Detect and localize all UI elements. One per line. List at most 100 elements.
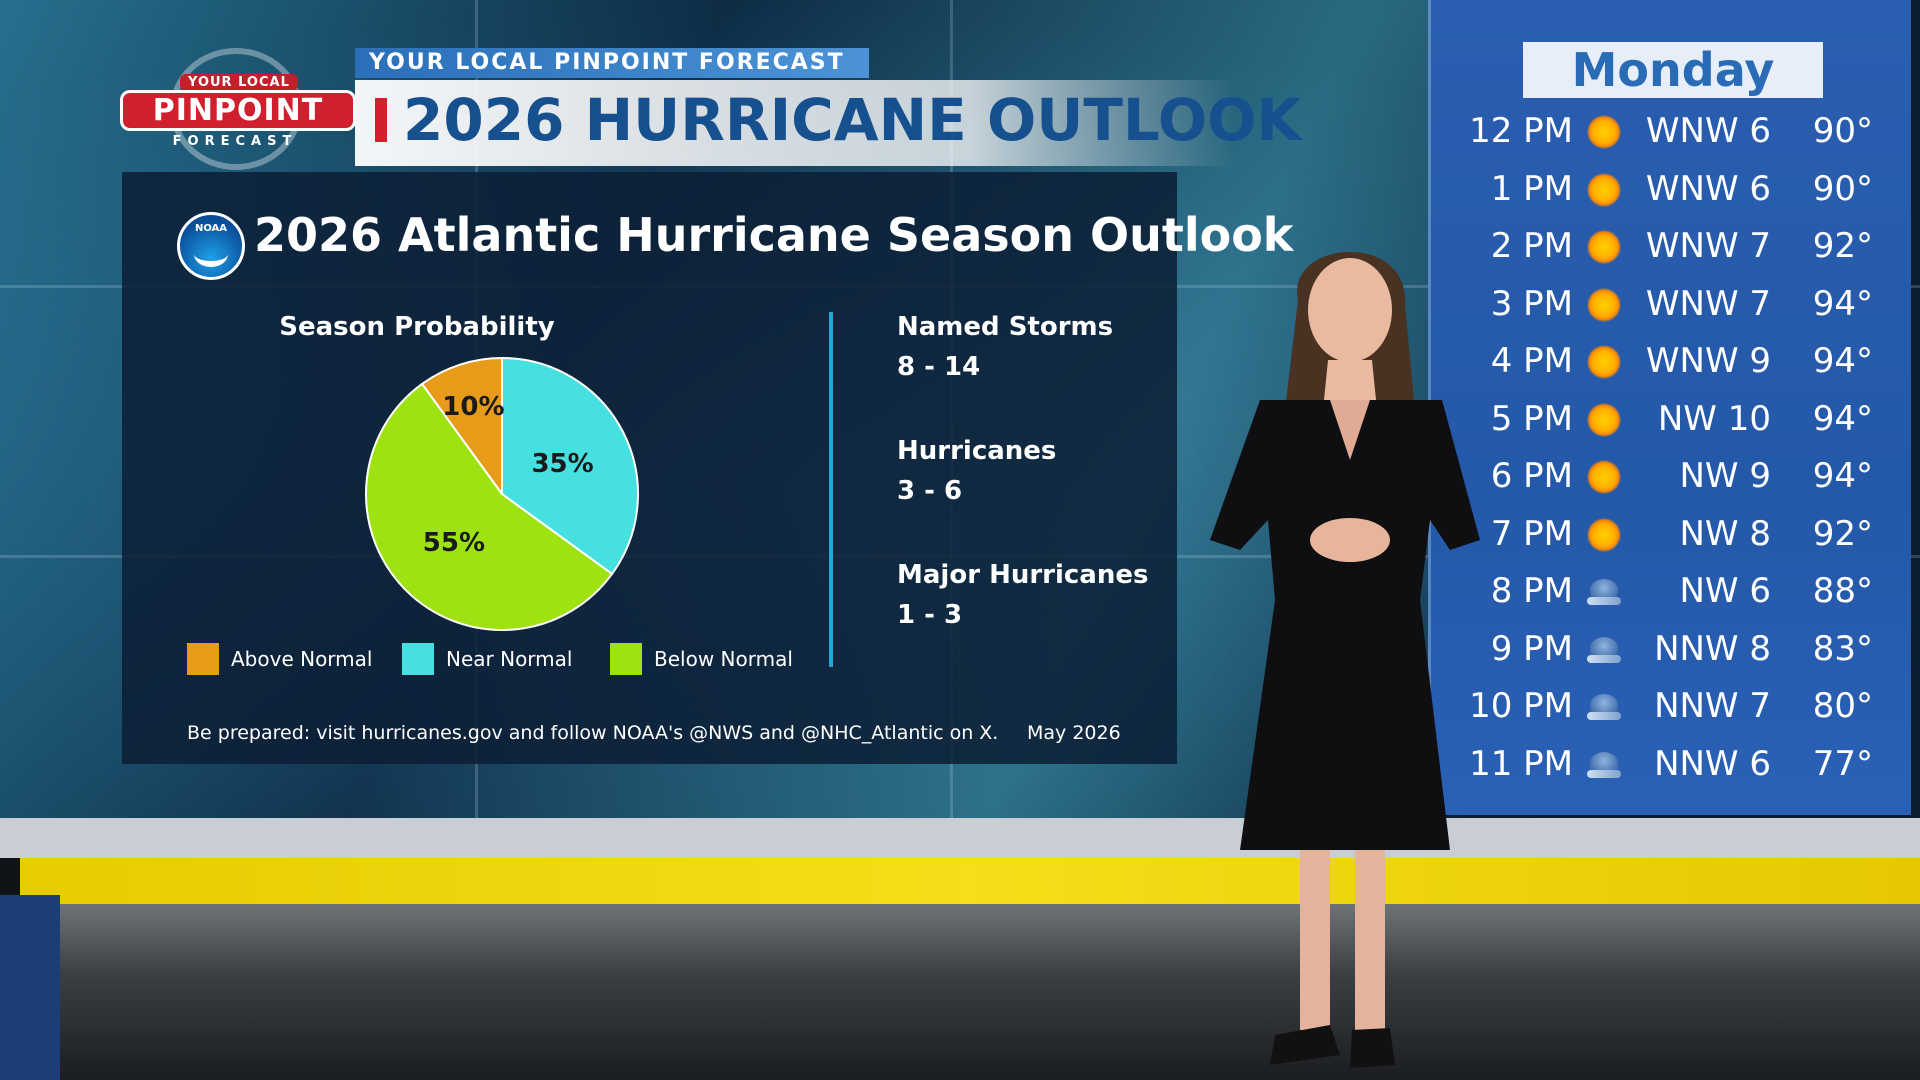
sun-icon bbox=[1587, 402, 1621, 437]
hour-temp: 92° bbox=[1812, 513, 1873, 554]
moon-icon bbox=[1587, 690, 1621, 724]
stat-label-named-storms: Named Storms bbox=[897, 312, 1114, 342]
noaa-logo-text: NOAA bbox=[194, 223, 228, 234]
presenter-hands bbox=[1310, 518, 1390, 562]
hourly-row: 11 PM NNW 6 77° bbox=[1431, 736, 1911, 792]
hour-wind: NNW 8 bbox=[1654, 628, 1771, 669]
noaa-gull-shape bbox=[194, 241, 228, 267]
moon-icon bbox=[1587, 748, 1621, 782]
logo-top-text: YOUR LOCAL bbox=[180, 74, 298, 91]
hour-time: 9 PM bbox=[1490, 628, 1573, 669]
pinpoint-forecast-logo: YOUR LOCAL PINPOINT FORECAST bbox=[120, 48, 356, 170]
hour-time: 4 PM bbox=[1490, 341, 1573, 381]
hour-time: 12 PM bbox=[1469, 111, 1573, 151]
hour-wind: NW 9 bbox=[1679, 456, 1772, 496]
legend-swatch-below bbox=[610, 643, 642, 675]
legend-item-near-normal: Near Normal bbox=[402, 642, 572, 676]
legend-item-below-normal: Below Normal bbox=[610, 642, 793, 676]
hourly-row: 5 PM NW 10 94° bbox=[1431, 391, 1911, 447]
legend-swatch-near bbox=[402, 643, 434, 675]
hour-wind: NW 8 bbox=[1679, 513, 1772, 554]
pie-slice-above-normal bbox=[420, 356, 503, 498]
hour-wind: NNW 7 bbox=[1654, 686, 1771, 726]
hour-temp: 90° bbox=[1812, 111, 1873, 151]
studio-floor-ledge bbox=[0, 818, 1920, 858]
hourly-row: 2 PM WNW 7 92° bbox=[1431, 218, 1911, 274]
sun-icon bbox=[1587, 115, 1621, 149]
presenter-leg-right bbox=[1355, 850, 1385, 1030]
stat-label-hurricanes: Hurricanes bbox=[897, 436, 1057, 466]
hour-time: 6 PM bbox=[1490, 456, 1573, 496]
pie-label: 35% bbox=[531, 449, 593, 479]
outlook-date: May 2026 bbox=[1027, 722, 1121, 744]
hourly-row: 3 PM WNW 7 94° bbox=[1431, 276, 1911, 332]
legend-label-near: Near Normal bbox=[446, 647, 573, 671]
hourly-row: 9 PM NNW 8 83° bbox=[1431, 621, 1911, 677]
hour-temp: 83° bbox=[1812, 628, 1873, 669]
studio-desk-edge bbox=[0, 895, 60, 1080]
legend-label-above: Above Normal bbox=[231, 647, 373, 671]
hour-temp: 94° bbox=[1812, 456, 1873, 496]
chart-title: Season Probability bbox=[279, 312, 555, 342]
legend-label-below: Below Normal bbox=[654, 647, 793, 671]
hour-time: 11 PM bbox=[1469, 743, 1573, 784]
presenter-shoe-right bbox=[1350, 1028, 1395, 1068]
presenter-shoe-left bbox=[1270, 1025, 1340, 1065]
preparedness-note: Be prepared: visit hurricanes.gov and fo… bbox=[187, 722, 999, 744]
pie-slice-near-normal bbox=[501, 356, 639, 576]
hour-temp: 94° bbox=[1812, 398, 1873, 439]
hourly-row: 8 PM NW 6 88° bbox=[1431, 563, 1911, 619]
sun-icon bbox=[1587, 517, 1621, 552]
hour-temp: 90° bbox=[1812, 168, 1873, 209]
logo-main-text: PINPOINT bbox=[120, 90, 356, 131]
hour-wind: WNW 9 bbox=[1645, 341, 1771, 381]
hour-temp: 77° bbox=[1812, 743, 1873, 784]
hourly-row: 7 PM NW 8 92° bbox=[1431, 506, 1911, 562]
outlook-title: 2026 Atlantic Hurricane Season Outlook bbox=[254, 208, 1294, 262]
legend-item-above-normal: Above Normal bbox=[187, 642, 372, 676]
noaa-logo-icon: NOAA bbox=[177, 212, 245, 280]
stat-value-hurricanes: 3 - 6 bbox=[897, 476, 963, 506]
presenter-neckline bbox=[1330, 400, 1370, 460]
forecast-day: Monday bbox=[1523, 42, 1823, 98]
headline-accent-bar bbox=[375, 98, 387, 142]
hour-time: 5 PM bbox=[1490, 398, 1573, 439]
sun-icon bbox=[1587, 172, 1621, 207]
sun-icon bbox=[1587, 345, 1621, 379]
outlook-card: NOAA 2026 Atlantic Hurricane Season Outl… bbox=[122, 172, 1293, 764]
hour-time: 3 PM bbox=[1490, 283, 1573, 324]
pie-label: 55% bbox=[423, 528, 485, 558]
moon-icon bbox=[1587, 633, 1621, 667]
kicker-banner: YOUR LOCAL PINPOINT FORECAST bbox=[355, 48, 869, 78]
hourly-forecast-panel: Monday 12 PM WNW 6 90° 1 PM WNW 6 90° 2 PM WNW … bbox=[1428, 0, 1911, 815]
hour-time: 8 PM bbox=[1490, 571, 1573, 611]
meteorologist-presenter bbox=[1210, 251, 1480, 1068]
stats-divider bbox=[829, 312, 833, 667]
sun-icon bbox=[1587, 287, 1621, 322]
presenter-dress bbox=[1210, 400, 1480, 850]
sun-icon bbox=[1587, 460, 1621, 494]
pie-label: 10% bbox=[442, 392, 504, 422]
logo-bottom-text: FORECAST bbox=[172, 134, 298, 149]
hour-temp: 88° bbox=[1812, 571, 1873, 611]
hour-wind: WNW 7 bbox=[1645, 226, 1771, 266]
headline-title: 2026 HURRICANE OUTLOOK bbox=[403, 86, 1302, 154]
sun-icon bbox=[1587, 230, 1621, 264]
moon-icon bbox=[1587, 575, 1621, 609]
presenter-face bbox=[1308, 258, 1392, 362]
hour-temp: 92° bbox=[1812, 226, 1873, 266]
hourly-row: 4 PM WNW 9 94° bbox=[1431, 333, 1911, 389]
stat-value-major-hurricanes: 1 - 3 bbox=[897, 600, 963, 630]
studio-floor bbox=[0, 904, 1920, 1080]
hour-wind: NW 6 bbox=[1679, 571, 1772, 611]
hour-wind: NW 10 bbox=[1657, 398, 1771, 439]
presenter-leg-left bbox=[1300, 850, 1330, 1030]
hour-wind: WNW 7 bbox=[1645, 283, 1771, 324]
stat-value-named-storms: 8 - 14 bbox=[897, 352, 981, 382]
hourly-row: 12 PM WNW 6 90° bbox=[1431, 103, 1911, 159]
hour-temp: 80° bbox=[1812, 686, 1873, 726]
hour-wind: NNW 6 bbox=[1654, 743, 1771, 784]
hour-time: 1 PM bbox=[1490, 168, 1573, 209]
hour-temp: 94° bbox=[1812, 283, 1873, 324]
hour-time: 10 PM bbox=[1469, 686, 1573, 726]
